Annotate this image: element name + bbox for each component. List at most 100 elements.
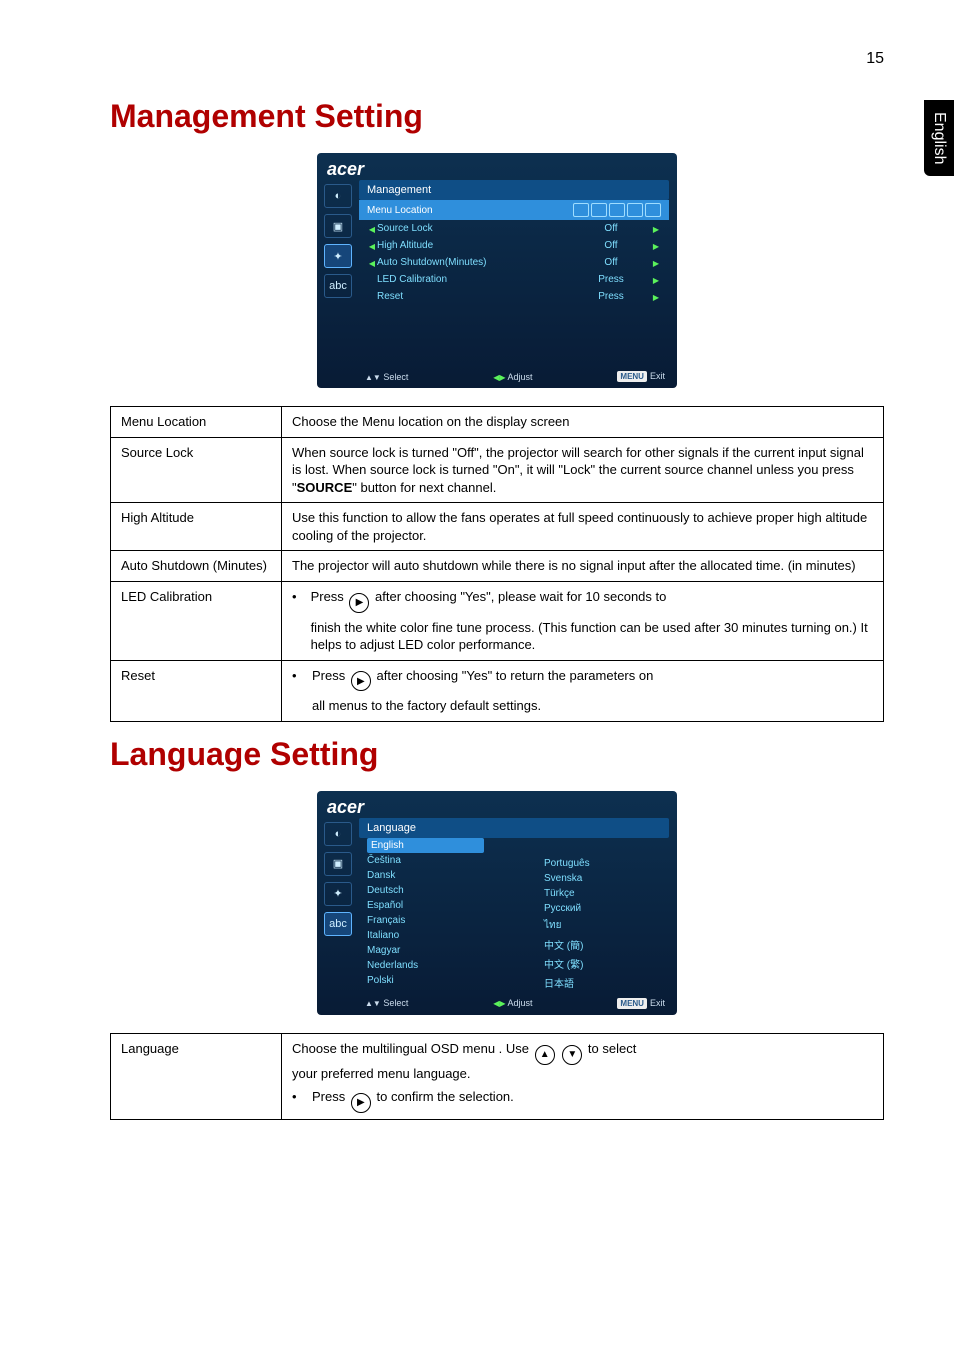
menu-badge: MENU bbox=[617, 998, 647, 1009]
lang-item: ไทย bbox=[544, 916, 661, 935]
osd-logo: acer bbox=[317, 157, 677, 180]
management-icon: ✦ bbox=[324, 882, 352, 906]
right-arrow-icon bbox=[651, 241, 661, 251]
heading-language: Language Setting bbox=[110, 736, 884, 773]
osd-foot-exit: Exit bbox=[650, 371, 665, 381]
image-icon: ▣ bbox=[324, 852, 352, 876]
color-icon: ◐ bbox=[324, 822, 352, 846]
lang-item: Polski bbox=[367, 973, 484, 988]
play-right-icon: ▶ bbox=[351, 671, 371, 691]
right-arrow-icon bbox=[651, 258, 661, 268]
bullet-icon: • bbox=[292, 588, 297, 606]
table-row: Reset • Press ▶ after choosing "Yes" to … bbox=[111, 660, 884, 721]
lang-item: Türkçe bbox=[544, 886, 661, 901]
lang-item-selected: English bbox=[367, 838, 484, 853]
row-val: Use this function to allow the fans oper… bbox=[282, 503, 884, 551]
heading-management: Management Setting bbox=[110, 98, 884, 135]
osd-row: Reset Press bbox=[359, 288, 669, 305]
language-icon: abc bbox=[324, 274, 352, 298]
osd-label: Source Lock bbox=[377, 223, 571, 234]
osd-title: Management bbox=[359, 180, 669, 200]
page-number: 15 bbox=[110, 50, 884, 68]
language-icon: abc bbox=[324, 912, 352, 936]
osd-value: Press bbox=[571, 291, 651, 302]
text: to select bbox=[588, 1041, 636, 1056]
lang-item: Nederlands bbox=[367, 958, 484, 973]
row-key: Language bbox=[111, 1033, 282, 1119]
lang-item: 中文 (繁) bbox=[544, 954, 661, 973]
osd-side-icons: ◐ ▣ ✦ abc bbox=[317, 180, 359, 365]
row-key: Reset bbox=[111, 660, 282, 721]
down-arrow-icon: ▼ bbox=[562, 1045, 582, 1065]
press-text: Press bbox=[312, 668, 345, 683]
row-val: Choose the Menu location on the display … bbox=[282, 407, 884, 438]
language-table: Language Choose the multilingual OSD men… bbox=[110, 1033, 884, 1120]
osd-label: LED Calibration bbox=[377, 274, 571, 285]
image-icon: ▣ bbox=[324, 214, 352, 238]
row-key: High Altitude bbox=[111, 503, 282, 551]
osd-row: Source Lock Off bbox=[359, 220, 669, 237]
lang-item: Deutsch bbox=[367, 883, 484, 898]
management-table: Menu Location Choose the Menu location o… bbox=[110, 406, 884, 722]
text: to confirm the selection. bbox=[376, 1089, 513, 1104]
osd-label: Reset bbox=[377, 291, 571, 302]
osd-row: LED Calibration Press bbox=[359, 271, 669, 288]
right-arrow-icon bbox=[651, 224, 661, 234]
osd-foot-adjust: Adjust bbox=[508, 998, 533, 1008]
play-right-icon: ▶ bbox=[351, 1093, 371, 1113]
osd-label: Auto Shutdown(Minutes) bbox=[377, 257, 571, 268]
color-icon: ◐ bbox=[324, 184, 352, 208]
lang-item: Italiano bbox=[367, 928, 484, 943]
table-row: Menu Location Choose the Menu location o… bbox=[111, 407, 884, 438]
osd-foot-adjust: Adjust bbox=[508, 372, 533, 382]
table-row: LED Calibration • Press ▶ after choosing… bbox=[111, 581, 884, 660]
row-val: • Press ▶ after choosing "Yes", please w… bbox=[282, 581, 884, 660]
osd-footer: Select Adjust MENUExit bbox=[317, 365, 677, 386]
osd-foot-exit: Exit bbox=[650, 998, 665, 1008]
row-key: LED Calibration bbox=[111, 581, 282, 660]
left-arrow-icon bbox=[367, 224, 377, 234]
text: after choosing "Yes" to return the param… bbox=[376, 668, 653, 683]
lang-item: Dansk bbox=[367, 868, 484, 883]
lang-item: Português bbox=[544, 856, 661, 871]
text: your preferred menu language. bbox=[292, 1065, 873, 1083]
osd-logo: acer bbox=[317, 795, 677, 818]
osd-management-screenshot: acer ◐ ▣ ✦ abc Management Menu Location bbox=[110, 153, 884, 388]
table-row: Language Choose the multilingual OSD men… bbox=[111, 1033, 884, 1119]
lang-item: Magyar bbox=[367, 943, 484, 958]
table-row: High Altitude Use this function to allow… bbox=[111, 503, 884, 551]
osd-label: Menu Location bbox=[367, 205, 573, 216]
row-key: Auto Shutdown (Minutes) bbox=[111, 551, 282, 582]
osd-row: Auto Shutdown(Minutes) Off bbox=[359, 254, 669, 271]
lang-item: 日本語 bbox=[544, 973, 661, 992]
row-key: Source Lock bbox=[111, 437, 282, 503]
osd-foot-select: Select bbox=[383, 998, 408, 1008]
bullet-icon: • bbox=[292, 1088, 298, 1106]
right-arrow-icon bbox=[651, 275, 661, 285]
osd-value: Off bbox=[571, 257, 651, 268]
row-val: The projector will auto shutdown while t… bbox=[282, 551, 884, 582]
lang-item: Svenska bbox=[544, 871, 661, 886]
lang-item: Čeština bbox=[367, 853, 484, 868]
play-right-icon: ▶ bbox=[349, 593, 369, 613]
osd-foot-select: Select bbox=[383, 372, 408, 382]
menu-location-icons bbox=[573, 203, 661, 217]
press-text: Press bbox=[311, 589, 344, 604]
left-arrow-icon bbox=[367, 241, 377, 251]
text: Choose the multilingual OSD menu . Use bbox=[292, 1041, 529, 1056]
bullet-icon: • bbox=[292, 667, 298, 685]
osd-value: Press bbox=[571, 274, 651, 285]
osd-value: Off bbox=[571, 223, 651, 234]
osd-label: High Altitude bbox=[377, 240, 571, 251]
menu-badge: MENU bbox=[617, 371, 647, 382]
text: finish the white color fine tune process… bbox=[311, 620, 868, 653]
press-text: Press bbox=[312, 1089, 345, 1104]
osd-row-menu-location: Menu Location bbox=[359, 200, 669, 220]
lang-item: Français bbox=[367, 913, 484, 928]
table-row: Source Lock When source lock is turned "… bbox=[111, 437, 884, 503]
osd-row: High Altitude Off bbox=[359, 237, 669, 254]
row-key: Menu Location bbox=[111, 407, 282, 438]
table-row: Auto Shutdown (Minutes) The projector wi… bbox=[111, 551, 884, 582]
right-arrow-icon bbox=[651, 292, 661, 302]
text: after choosing "Yes", please wait for 10… bbox=[375, 589, 666, 604]
